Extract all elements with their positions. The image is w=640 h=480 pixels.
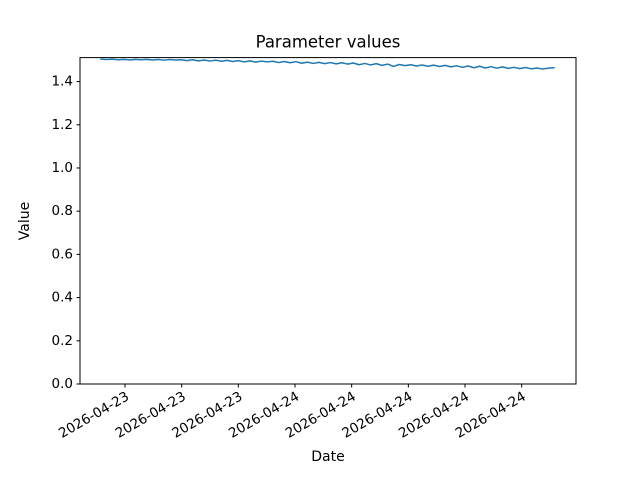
- y-tick-label: 0.0: [52, 376, 73, 392]
- x-axis-ticks: 2026-04-232026-04-232026-04-232026-04-24…: [56, 384, 529, 442]
- y-axis-label: Value: [17, 202, 33, 240]
- plot-area-frame: [79, 57, 577, 385]
- y-tick-label: 0.2: [52, 333, 73, 349]
- y-tick-label: 0.4: [52, 290, 73, 306]
- y-tick-label: 0.6: [52, 246, 73, 262]
- chart-title: Parameter values: [256, 33, 401, 52]
- y-axis-ticks: 0.0 0.2 0.4 0.6 0.8 1.0 1.2 1.4: [52, 74, 80, 392]
- x-axis-label: Date: [311, 449, 344, 465]
- y-tick-label: 1.2: [52, 117, 73, 133]
- y-tick-label: 0.8: [52, 203, 73, 219]
- data-series: [100, 58, 555, 70]
- y-tick-label: 1.4: [52, 74, 73, 90]
- parameter-values-line: [100, 58, 555, 70]
- y-tick-label: 1.0: [52, 160, 73, 176]
